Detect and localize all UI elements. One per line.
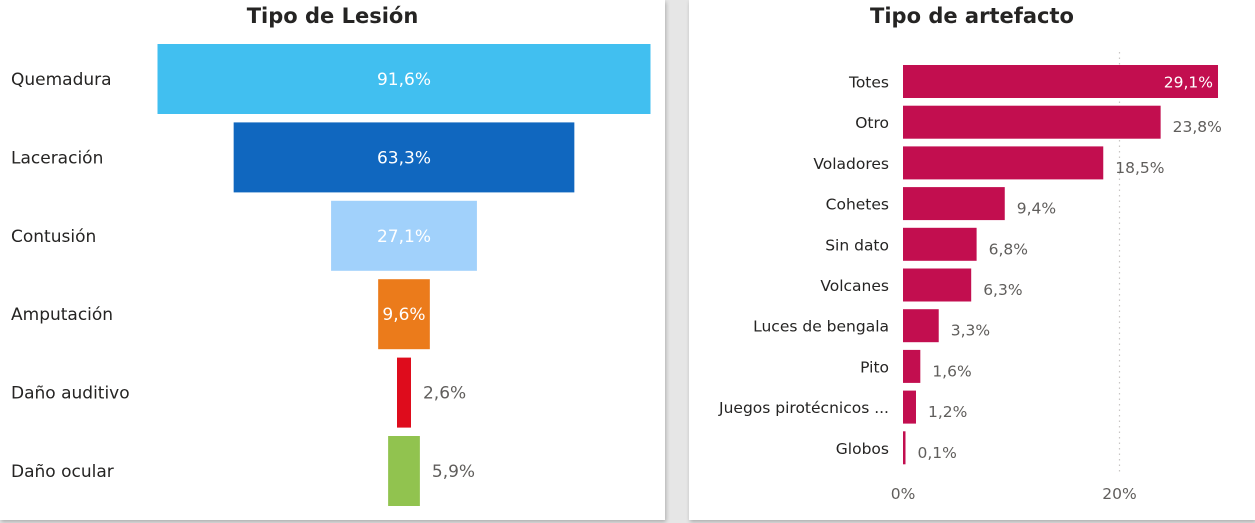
bar-value-label: 6,8% bbox=[989, 240, 1028, 258]
bar-value-label: 1,2% bbox=[928, 403, 967, 421]
bar-category-label: Volcanes bbox=[820, 277, 889, 295]
funnel-category-label: Laceración bbox=[11, 148, 103, 168]
funnel-value-label: 91,6% bbox=[377, 70, 431, 90]
bar-value-label: 6,3% bbox=[983, 281, 1022, 299]
funnel-bar[interactable] bbox=[157, 44, 651, 114]
artefacto-bar[interactable] bbox=[903, 227, 977, 261]
bar-category-label: Voladores bbox=[813, 155, 889, 173]
bar-value-label: 1,6% bbox=[932, 362, 971, 380]
funnel-bar[interactable] bbox=[331, 200, 477, 271]
bar-value-label: 0,1% bbox=[918, 444, 957, 462]
funnel-value-label: 9,6% bbox=[382, 305, 425, 325]
funnel-value-label: 5,9% bbox=[432, 462, 475, 482]
artefacto-bar[interactable] bbox=[903, 268, 972, 302]
bar-value-label: 3,3% bbox=[951, 322, 990, 340]
x-tick-label: 20% bbox=[1102, 485, 1136, 503]
funnel-bar[interactable] bbox=[388, 436, 420, 506]
bar-value-label: 29,1% bbox=[1164, 74, 1213, 92]
x-tick-label: 0% bbox=[891, 485, 916, 503]
funnel-chart: Quemadura 91,6% Laceración 63,3% Contusión 27… bbox=[11, 44, 651, 506]
bar-category-label: Sin dato bbox=[825, 236, 889, 254]
artefacto-bar[interactable] bbox=[903, 390, 916, 424]
bar-chart-panel: Tipo de artefacto 0% 20% Totes 29,1% Otro 23,… bbox=[689, 0, 1255, 520]
funnel-category-label: Daño ocular bbox=[11, 462, 114, 482]
bar-value-label: 23,8% bbox=[1173, 118, 1222, 136]
bar-category-label: Luces de bengala bbox=[753, 318, 889, 336]
funnel-chart-title: Tipo de Lesión bbox=[246, 4, 419, 28]
funnel-category-label: Daño auditivo bbox=[11, 384, 130, 404]
bar-value-label: 18,5% bbox=[1115, 159, 1164, 177]
funnel-category-label: Quemadura bbox=[11, 70, 112, 90]
funnel-chart-panel: Tipo de Lesión Quemadura 91,6% Laceración 6… bbox=[0, 0, 665, 520]
bar-category-label: Otro bbox=[855, 114, 889, 132]
artefacto-bar[interactable] bbox=[903, 146, 1104, 180]
artefacto-bar[interactable] bbox=[903, 65, 1219, 98]
funnel-category-label: Contusión bbox=[11, 227, 96, 247]
funnel-category-label: Amputación bbox=[11, 305, 113, 325]
artefacto-bar[interactable] bbox=[903, 105, 1161, 139]
funnel-bar[interactable] bbox=[397, 357, 411, 428]
bar-chart-title: Tipo de artefacto bbox=[870, 4, 1074, 28]
bar-category-label: Juegos pirotécnicos ... bbox=[718, 399, 889, 417]
artefacto-bar[interactable] bbox=[903, 349, 921, 383]
bar-category-label: Globos bbox=[836, 440, 889, 458]
artefacto-bar[interactable] bbox=[903, 431, 906, 465]
bar-value-label: 9,4% bbox=[1017, 200, 1056, 218]
funnel-value-label: 63,3% bbox=[377, 148, 431, 168]
bar-category-label: Cohetes bbox=[826, 196, 889, 214]
bar-category-label: Totes bbox=[848, 74, 889, 92]
funnel-value-label: 27,1% bbox=[377, 227, 431, 247]
artefacto-bar[interactable] bbox=[903, 187, 1005, 221]
funnel-bar[interactable] bbox=[378, 279, 430, 350]
funnel-bar[interactable] bbox=[233, 122, 575, 193]
bar-chart: 0% 20% Totes 29,1% Otro 23,8% Voladores 18,5% Co… bbox=[718, 52, 1222, 503]
bar-category-label: Pito bbox=[860, 358, 889, 376]
artefacto-bar[interactable] bbox=[903, 309, 939, 343]
funnel-value-label: 2,6% bbox=[423, 384, 466, 404]
